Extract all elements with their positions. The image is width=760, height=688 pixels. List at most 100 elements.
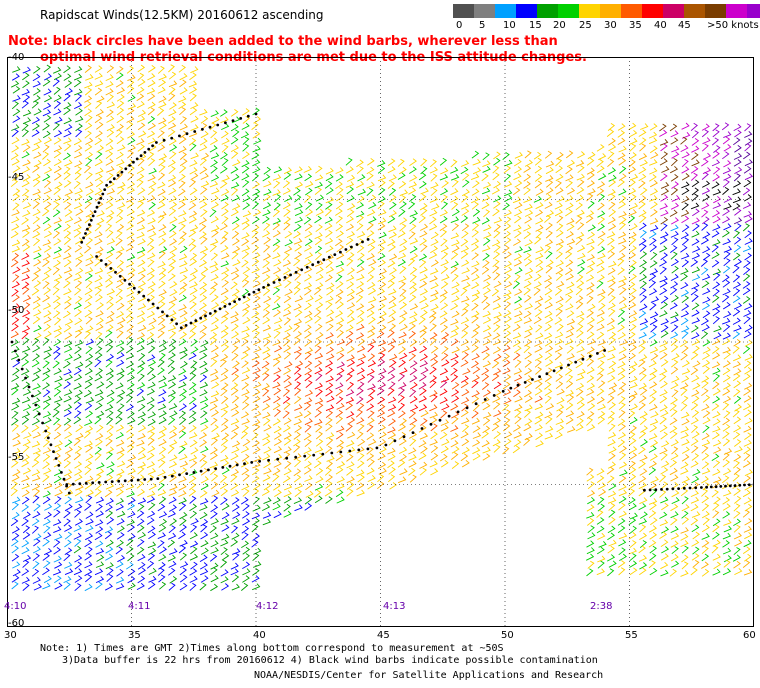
wind-barb (178, 64, 186, 73)
wind-barb (178, 201, 186, 210)
wind-barb (116, 136, 125, 145)
wind-barb (85, 74, 94, 81)
wind-barb (199, 108, 208, 116)
wind-barb (596, 165, 605, 174)
wind-barb (158, 250, 166, 259)
wind-barb (31, 129, 40, 137)
wind-barb (491, 187, 500, 195)
wind-barb (11, 137, 20, 145)
wind-barb (190, 124, 199, 132)
wind-barb (241, 251, 250, 260)
wind-barb (85, 172, 93, 181)
wind-barb (409, 216, 417, 225)
lat-label: -40 (8, 52, 25, 63)
wind-barb (430, 188, 438, 197)
wind-barb (54, 172, 62, 181)
wind-barb (294, 166, 303, 174)
wind-barb (106, 129, 115, 138)
wind-barb (262, 216, 270, 224)
wind-barb (587, 188, 596, 195)
wind-barb (566, 187, 576, 195)
wind-barb (439, 173, 449, 181)
wind-barb (565, 251, 573, 260)
wind-barb (42, 122, 50, 131)
wind-barb (513, 253, 522, 261)
wind-barb (158, 73, 167, 81)
wind-barb (221, 144, 229, 153)
wind-barb (283, 167, 293, 175)
wind-barb (12, 86, 21, 94)
wind-barb (514, 202, 523, 210)
wind-barb (368, 201, 377, 210)
wind-barb (282, 252, 290, 261)
wind-barb (137, 238, 146, 246)
wind-barb (53, 252, 62, 260)
wind-barb (670, 158, 678, 167)
wind-barb (556, 243, 564, 252)
wind-barb (377, 201, 385, 210)
wind-barb (744, 215, 753, 224)
wind-barb (63, 102, 72, 110)
wind-barb (744, 123, 752, 132)
wind-barb (418, 215, 426, 224)
wind-barb (368, 194, 377, 203)
wind-barb (42, 151, 50, 160)
wind-barb (617, 152, 626, 160)
wind-barb (420, 208, 428, 216)
wind-barb (628, 187, 637, 196)
wind-barb (94, 72, 103, 80)
wind-barb (136, 100, 145, 109)
wind-barb (566, 159, 576, 168)
wind-barb (189, 159, 198, 167)
wind-barb (116, 66, 124, 74)
wind-barb (324, 180, 333, 189)
wind-barb (388, 210, 397, 218)
wind-barb (126, 208, 135, 217)
wind-barb (115, 238, 123, 246)
wind-barb (734, 145, 742, 153)
wind-barb (138, 130, 147, 138)
wind-barb (116, 72, 124, 81)
wind-barb (303, 165, 312, 173)
wind-barb (366, 181, 375, 189)
wind-barb (691, 193, 699, 202)
wind-barb (304, 223, 313, 232)
wind-barb (22, 230, 30, 238)
wind-barb (158, 211, 167, 218)
wind-barb (544, 201, 553, 209)
wind-barb (482, 160, 491, 168)
wind-barb (74, 145, 83, 153)
wind-barb (408, 181, 418, 189)
lon-label: 40 (253, 630, 266, 641)
wind-barb (73, 180, 81, 189)
wind-barb (596, 159, 604, 167)
lon-label: 30 (4, 630, 17, 641)
wind-barb (64, 230, 72, 239)
wind-barb (167, 174, 177, 182)
wind-barb (545, 209, 555, 218)
wind-barb (11, 124, 20, 131)
wind-barb (178, 188, 186, 197)
wind-barb (136, 246, 146, 254)
wind-barb (607, 159, 615, 168)
wind-barb (326, 187, 334, 195)
wind-barb (241, 245, 251, 252)
wind-barb (701, 222, 709, 231)
wind-barb (284, 245, 293, 254)
wind-barb (638, 180, 646, 189)
wind-barb (618, 211, 627, 218)
wind-barb (377, 223, 386, 231)
wind-barb (660, 151, 669, 160)
colorbar-label: 45 (678, 20, 691, 31)
wind-barb (638, 153, 648, 161)
wind-barb (11, 252, 20, 261)
wind-barb (231, 116, 240, 124)
wind-barb (304, 230, 313, 239)
wind-barb (681, 215, 690, 224)
wind-barb (64, 201, 72, 210)
wind-barb (607, 251, 616, 260)
wind-barb (638, 173, 647, 182)
wind-barb (649, 188, 659, 196)
colorbar-swatch (747, 4, 760, 18)
wind-barb (199, 144, 208, 152)
